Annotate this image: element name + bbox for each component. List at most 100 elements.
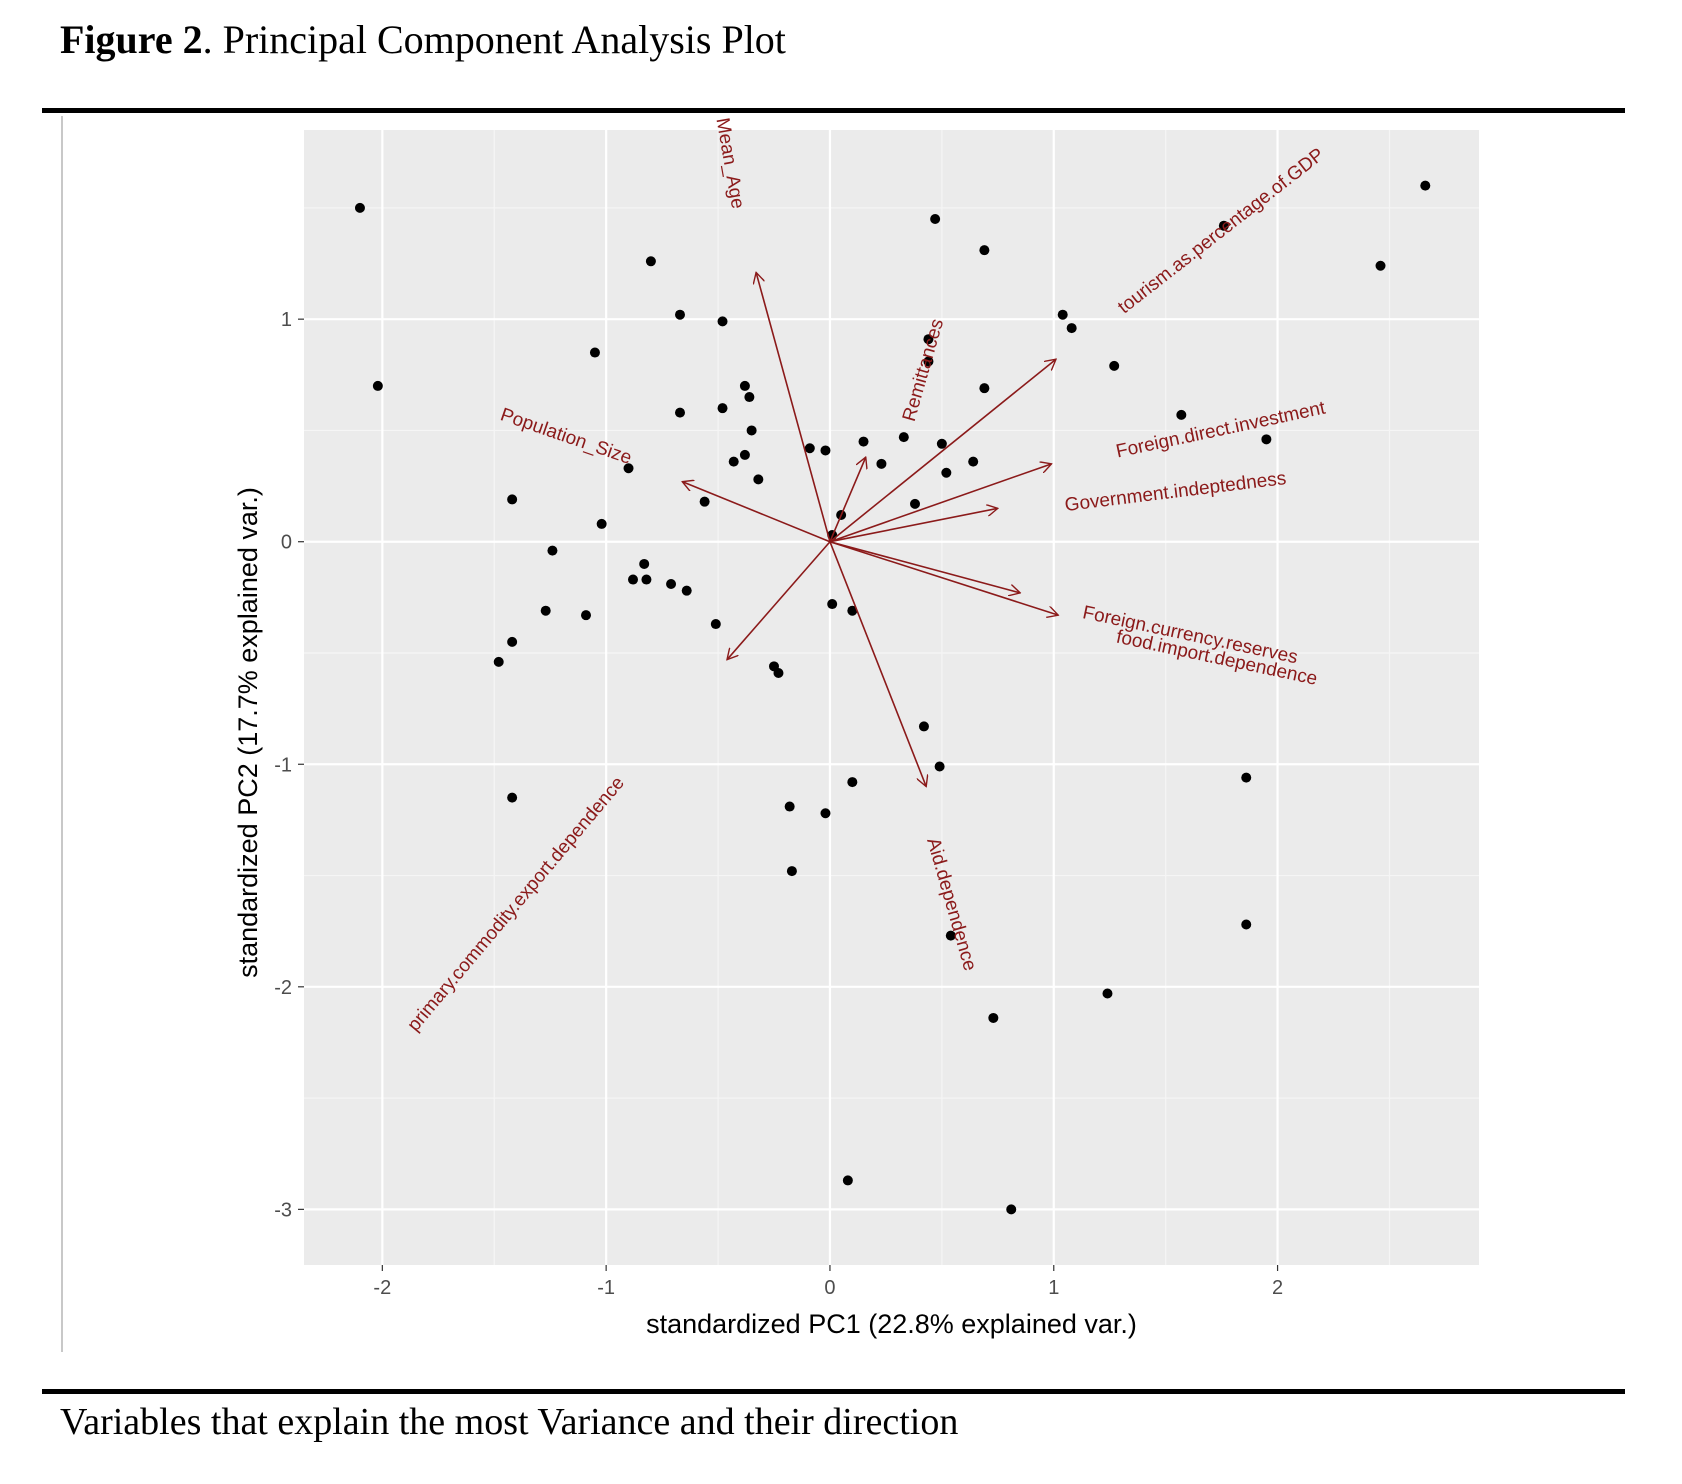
data-point: [581, 610, 591, 621]
loading-arrow: [829, 540, 1020, 593]
data-point: [746, 425, 757, 436]
data-point: [666, 579, 677, 589]
data-point: [968, 456, 979, 467]
major-gridlines: [304, 130, 1479, 1265]
loading-arrows: [682, 272, 1058, 786]
data-point: [675, 407, 685, 418]
data-point: [786, 866, 797, 877]
y-tick-label: -2: [274, 977, 292, 999]
y-tick-label: 0: [281, 532, 292, 554]
data-point: [1057, 309, 1068, 320]
data-point: [717, 403, 728, 414]
data-point: [820, 445, 831, 456]
figure-title: Figure 2. Principal Component Analysis P…: [60, 16, 786, 63]
data-point: [923, 334, 934, 345]
y-tick-label: -1: [274, 754, 292, 776]
data-point: [936, 438, 947, 449]
data-point: [910, 498, 920, 509]
data-point: [847, 777, 858, 788]
data-point: [641, 574, 652, 585]
data-point: [1241, 919, 1252, 930]
data-point: [1261, 434, 1272, 445]
data-point: [1218, 220, 1229, 231]
data-point: [941, 467, 952, 478]
data-point: [623, 463, 634, 474]
data-point: [784, 801, 795, 812]
figure-title-text: . Principal Component Analysis Plot: [202, 17, 786, 62]
data-point: [589, 347, 600, 358]
data-point: [858, 436, 869, 447]
x-tick-label: 0: [824, 1277, 835, 1299]
data-point: [645, 256, 656, 267]
y-tick-label: -3: [274, 1199, 292, 1221]
data-point: [1109, 360, 1120, 371]
data-point: [507, 494, 518, 505]
loading-arrow: [829, 508, 998, 543]
loading-arrow: [829, 457, 866, 543]
data-point: [739, 449, 750, 460]
loading-arrow: [829, 541, 926, 787]
data-point: [628, 574, 638, 585]
data-point: [744, 392, 755, 403]
data-point: [681, 585, 692, 596]
loading-arrow: [829, 540, 1058, 615]
data-point: [773, 668, 784, 679]
data-point: [372, 380, 383, 391]
data-point: [507, 636, 518, 647]
x-tick-label: 1: [1048, 1277, 1059, 1299]
data-point: [842, 1175, 853, 1186]
data-point: [945, 930, 956, 941]
data-point: [493, 656, 504, 667]
data-point: [675, 309, 685, 320]
data-point: [1066, 323, 1077, 334]
data-point: [804, 443, 815, 454]
data-point: [507, 792, 518, 803]
data-point: [918, 721, 929, 732]
data-point: [354, 202, 365, 213]
loading-arrow: [682, 482, 831, 543]
data-point: [699, 496, 710, 507]
top-rule: [42, 108, 1625, 113]
data-point: [1102, 988, 1113, 999]
data-point: [847, 605, 858, 616]
data-point: [934, 761, 945, 772]
pca-biplot: Mean_AgeRemittancestourism.as.percentage…: [233, 116, 1479, 1339]
loading-arrow: [727, 541, 831, 660]
axis-ticks: -2 -1 0 1 2 -3 -2 -1 0 1: [274, 309, 1283, 1299]
bottom-rule: [42, 1389, 1625, 1394]
data-point: [717, 316, 728, 327]
loading-arrow: [756, 272, 831, 542]
data-point: [930, 214, 941, 225]
data-point: [596, 518, 607, 529]
x-tick-label: 2: [1272, 1277, 1283, 1299]
data-point: [753, 474, 764, 485]
data-point: [820, 808, 831, 819]
x-tick-label: -1: [597, 1277, 615, 1299]
figure-caption: Variables that explain the most Variance…: [60, 1401, 959, 1443]
data-point: [739, 380, 750, 391]
data-point: [547, 545, 558, 556]
data-point: [540, 605, 551, 616]
x-axis-title: standardized PC1 (22.8% explained var.): [646, 1309, 1137, 1339]
data-point: [728, 456, 739, 467]
data-point: [898, 432, 909, 443]
figure-label: Figure 2: [60, 17, 203, 62]
y-axis-title: standardized PC2 (17.7% explained var.): [233, 487, 263, 978]
data-point: [1006, 1204, 1017, 1215]
data-point: [1241, 772, 1252, 783]
data-point: [1375, 260, 1386, 271]
y-tick-label: 1: [281, 309, 292, 331]
loading-arrow: [829, 464, 1052, 543]
data-point: [1420, 180, 1431, 191]
loading-arrow: [829, 359, 1056, 543]
data-point: [710, 619, 721, 630]
data-point: [923, 356, 934, 367]
data-point: [979, 245, 990, 256]
data-point: [979, 383, 990, 394]
data-point: [827, 599, 838, 610]
data-point: [988, 1012, 999, 1023]
data-point: [1176, 409, 1187, 420]
x-tick-label: -2: [373, 1277, 391, 1299]
data-point: [876, 458, 887, 469]
left-border-line: [61, 116, 63, 1352]
